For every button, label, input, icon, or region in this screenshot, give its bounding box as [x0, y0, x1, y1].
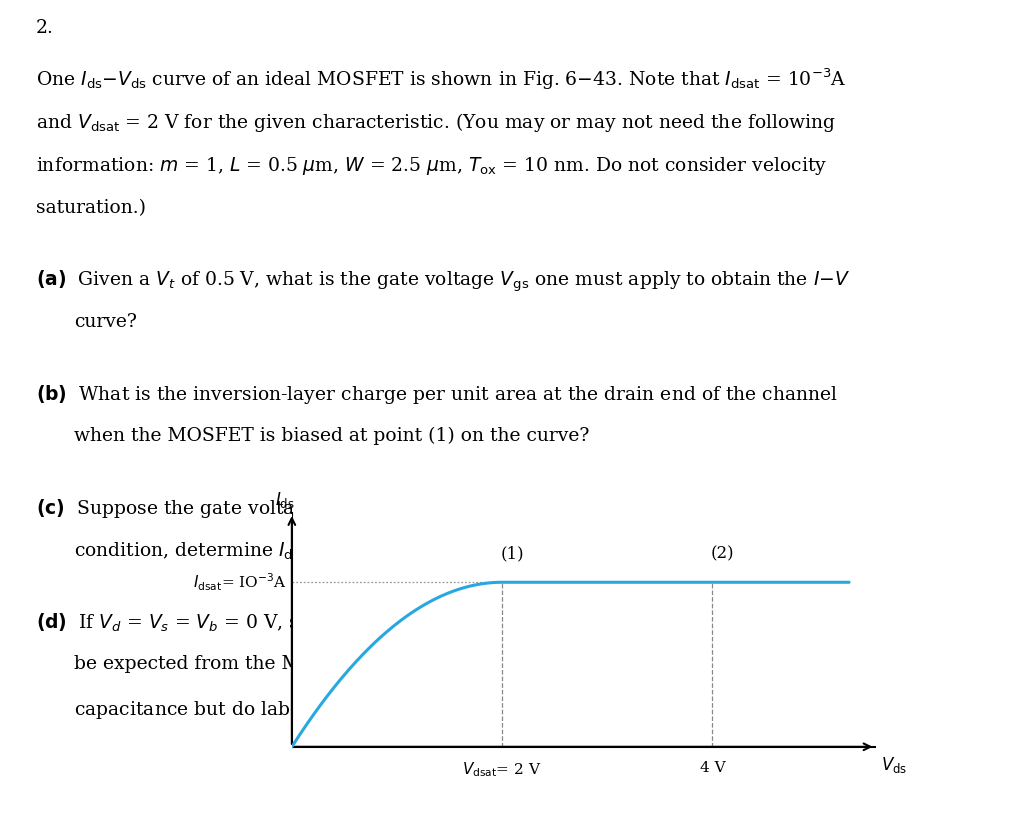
Text: $I_\mathrm{ds}$: $I_\mathrm{ds}$: [274, 490, 294, 510]
Text: $\mathbf{(a)}$  Given a $V_t$ of 0.5 V, what is the gate voltage $V_\mathrm{gs}$: $\mathbf{(a)}$ Given a $V_t$ of 0.5 V, w…: [36, 269, 850, 294]
Text: $V_\mathrm{ds}$: $V_\mathrm{ds}$: [881, 755, 907, 775]
Text: $\mathbf{(d)}$  If $V_d$ = $V_s$ = $V_b$ = 0 V, sketch the general shape of the : $\mathbf{(d)}$ If $V_d$ = $V_s$ = $V_b$ …: [36, 611, 860, 637]
Text: be expected from the MOSFET, when measured at 1 MHz. Do not calculate any: be expected from the MOSFET, when measur…: [74, 655, 826, 673]
Text: condition, determine $I_\mathrm{ds}$ at $V_\mathrm{ds}$ = 4 V.: condition, determine $I_\mathrm{ds}$ at …: [74, 541, 424, 563]
Text: when the MOSFET is biased at point (1) on the curve?: when the MOSFET is biased at point (1) o…: [74, 427, 589, 446]
Text: (2): (2): [711, 546, 735, 563]
Text: 4 V: 4 V: [699, 761, 725, 775]
Text: capacitance but do label the $V_g$ = $V_t$ point in the $C$$-$$V$ curve.: capacitance but do label the $V_g$ = $V_…: [74, 699, 645, 724]
Text: curve?: curve?: [74, 313, 136, 331]
Text: $I_\mathrm{dsat}$= IO$^{-3}$A: $I_\mathrm{dsat}$= IO$^{-3}$A: [193, 572, 287, 593]
Text: $\mathbf{(c)}$  Suppose the gate voltage is changed such that $V_\mathrm{gs}$ $-: $\mathbf{(c)}$ Suppose the gate voltage …: [36, 498, 788, 523]
Text: $\mathbf{(b)}$  What is the inversion-layer charge per unit area at the drain en: $\mathbf{(b)}$ What is the inversion-lay…: [36, 383, 838, 406]
Text: (1): (1): [501, 546, 524, 563]
Text: and $V_\mathrm{dsat}$ = 2 V for the given characteristic. (You may or may not ne: and $V_\mathrm{dsat}$ = 2 V for the give…: [36, 111, 836, 134]
Text: 2.: 2.: [36, 19, 53, 37]
Text: $V_\mathrm{dsat}$= 2 V: $V_\mathrm{dsat}$= 2 V: [463, 761, 542, 780]
Text: One $I_\mathrm{ds}$$-$$V_\mathrm{ds}$ curve of an ideal MOSFET is shown in Fig. : One $I_\mathrm{ds}$$-$$V_\mathrm{ds}$ cu…: [36, 67, 847, 93]
Text: information: $m$ = 1, $L$ = 0.5 $\mu$m, $W$ = 2.5 $\mu$m, $T_\mathrm{ox}$ = 10 n: information: $m$ = 1, $L$ = 0.5 $\mu$m, …: [36, 154, 827, 176]
Text: saturation.): saturation.): [36, 198, 145, 217]
